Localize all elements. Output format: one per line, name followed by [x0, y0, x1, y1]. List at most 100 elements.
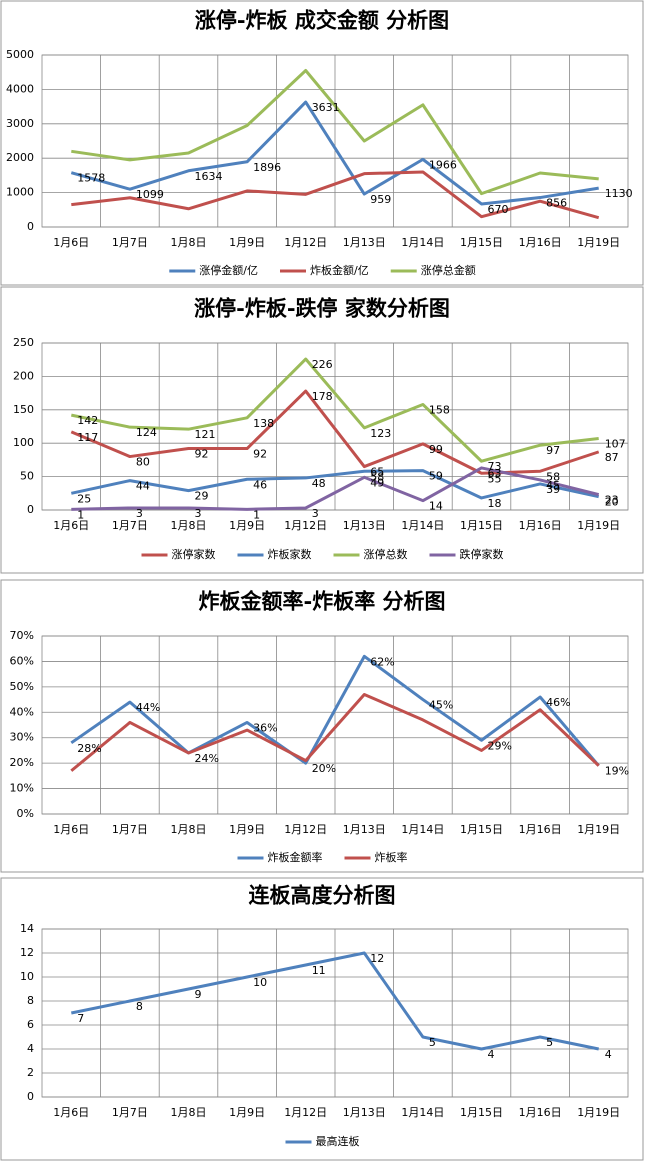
legend: 涨停家数 炸板家数 涨停总数 跌停家数	[141, 547, 504, 561]
y-tick-label: 4000	[6, 82, 34, 95]
y-tick-label: 40%	[10, 705, 34, 718]
x-tick-label: 1月14日	[401, 1106, 444, 1119]
data-label: 19%	[605, 765, 629, 778]
chart-title: 涨停-炸板 成交金额 分析图	[195, 8, 449, 33]
series-line	[70, 389, 600, 475]
series-line	[70, 951, 600, 1051]
data-label: 36%	[253, 721, 277, 734]
data-label: 63	[488, 467, 502, 480]
data-label: 670	[488, 203, 509, 216]
data-label: 92	[253, 448, 267, 461]
x-tick-label: 1月15日	[460, 823, 503, 836]
series-line	[70, 692, 600, 772]
x-tick-label: 1月14日	[401, 823, 444, 836]
data-label: 138	[253, 417, 274, 430]
data-label: 58	[546, 470, 560, 483]
x-tick-label: 1月8日	[171, 519, 207, 532]
data-label: 9	[195, 988, 202, 1001]
data-label: 65	[370, 466, 384, 479]
legend-label: 跌停家数	[460, 547, 504, 561]
y-tick-label: 30%	[10, 731, 34, 744]
y-tick-label: 200	[13, 369, 34, 382]
y-tick-label: 70%	[10, 629, 34, 642]
x-tick-label: 1月19日	[577, 236, 620, 249]
data-label: 8	[136, 1000, 143, 1013]
data-label: 5	[429, 1036, 436, 1049]
data-label: 11	[312, 964, 326, 977]
data-label: 117	[77, 431, 98, 444]
legend: 涨停金额/亿 炸板金额/亿 涨停总金额	[169, 263, 476, 277]
data-label: 107	[605, 438, 626, 451]
y-tick-label: 8	[27, 994, 34, 1007]
chart: 炸板金额率-炸板率 分析图 0% 10% 20% 30% 40% 50% 60% 70% 1月6日…	[0, 579, 644, 873]
x-tick-label: 1月19日	[577, 519, 620, 532]
legend: 炸板金额率 炸板率	[237, 850, 408, 864]
x-tick-label: 1月15日	[460, 519, 503, 532]
data-label: 123	[370, 427, 391, 440]
y-tick-label: 5000	[6, 48, 34, 61]
data-label: 7	[77, 1012, 84, 1025]
data-label: 3	[195, 507, 202, 520]
x-tick-label: 1月6日	[53, 1106, 89, 1119]
x-tick-label: 1月12日	[284, 519, 327, 532]
data-label: 1966	[429, 158, 457, 171]
legend: 最高连板	[285, 1134, 360, 1148]
x-tick-label: 1月8日	[171, 236, 207, 249]
y-tick-label: 2000	[6, 151, 34, 164]
y-tick-label: 10%	[10, 782, 34, 795]
x-tick-label: 1月6日	[53, 823, 89, 836]
data-label: 226	[312, 358, 333, 371]
x-tick-label: 1月13日	[343, 1106, 386, 1119]
data-label: 62%	[370, 655, 394, 668]
data-label: 24%	[195, 752, 219, 765]
legend-label: 炸板率	[375, 850, 408, 864]
x-tick-label: 1月6日	[53, 519, 89, 532]
data-label: 45	[546, 479, 560, 492]
chart-frame	[0, 877, 644, 1161]
data-label: 20	[605, 496, 619, 509]
series-line	[70, 469, 600, 500]
y-tick-label: 0	[27, 220, 34, 233]
x-tick-label: 1月19日	[577, 1106, 620, 1119]
data-label: 158	[429, 403, 450, 416]
x-tick-label: 1月13日	[343, 823, 386, 836]
data-label: 3	[136, 507, 143, 520]
data-label: 12	[370, 952, 384, 965]
data-label: 46%	[546, 696, 570, 709]
y-tick-label: 4	[27, 1042, 34, 1055]
series-line	[71, 170, 600, 220]
y-tick-label: 20%	[10, 756, 34, 769]
data-label: 1130	[605, 187, 633, 200]
data-label: 58	[370, 470, 384, 483]
data-label: 3631	[312, 101, 340, 114]
y-tick-label: 150	[13, 403, 34, 416]
y-tick-label: 50	[20, 470, 34, 483]
data-label: 46	[253, 478, 267, 491]
data-label: 10	[253, 976, 267, 989]
data-label: 29%	[488, 739, 512, 752]
data-label: 3	[312, 507, 319, 520]
legend-label: 炸板金额/亿	[310, 263, 369, 277]
data-label: 55	[488, 472, 502, 485]
x-tick-label: 1月9日	[229, 519, 265, 532]
x-tick-label: 1月14日	[401, 519, 444, 532]
x-tick-label: 1月12日	[284, 1106, 327, 1119]
x-tick-label: 1月16日	[519, 823, 562, 836]
series-line	[70, 654, 600, 767]
y-tick-label: 14	[20, 922, 34, 935]
x-tick-label: 1月7日	[112, 1106, 148, 1119]
series-line	[71, 68, 599, 196]
x-tick-label: 1月7日	[112, 519, 148, 532]
data-label: 23	[605, 494, 619, 507]
x-tick-label: 1月13日	[343, 236, 386, 249]
data-label: 4	[488, 1048, 495, 1061]
data-label: 18	[488, 497, 502, 510]
legend-label: 涨停金额/亿	[199, 263, 258, 277]
y-tick-label: 0	[27, 503, 34, 516]
data-label: 1578	[77, 172, 105, 185]
legend-label: 炸板家数	[268, 547, 312, 561]
data-label: 959	[370, 193, 391, 206]
chart-frame	[0, 0, 644, 286]
x-tick-label: 1月16日	[519, 236, 562, 249]
y-tick-label: 1000	[6, 186, 34, 199]
